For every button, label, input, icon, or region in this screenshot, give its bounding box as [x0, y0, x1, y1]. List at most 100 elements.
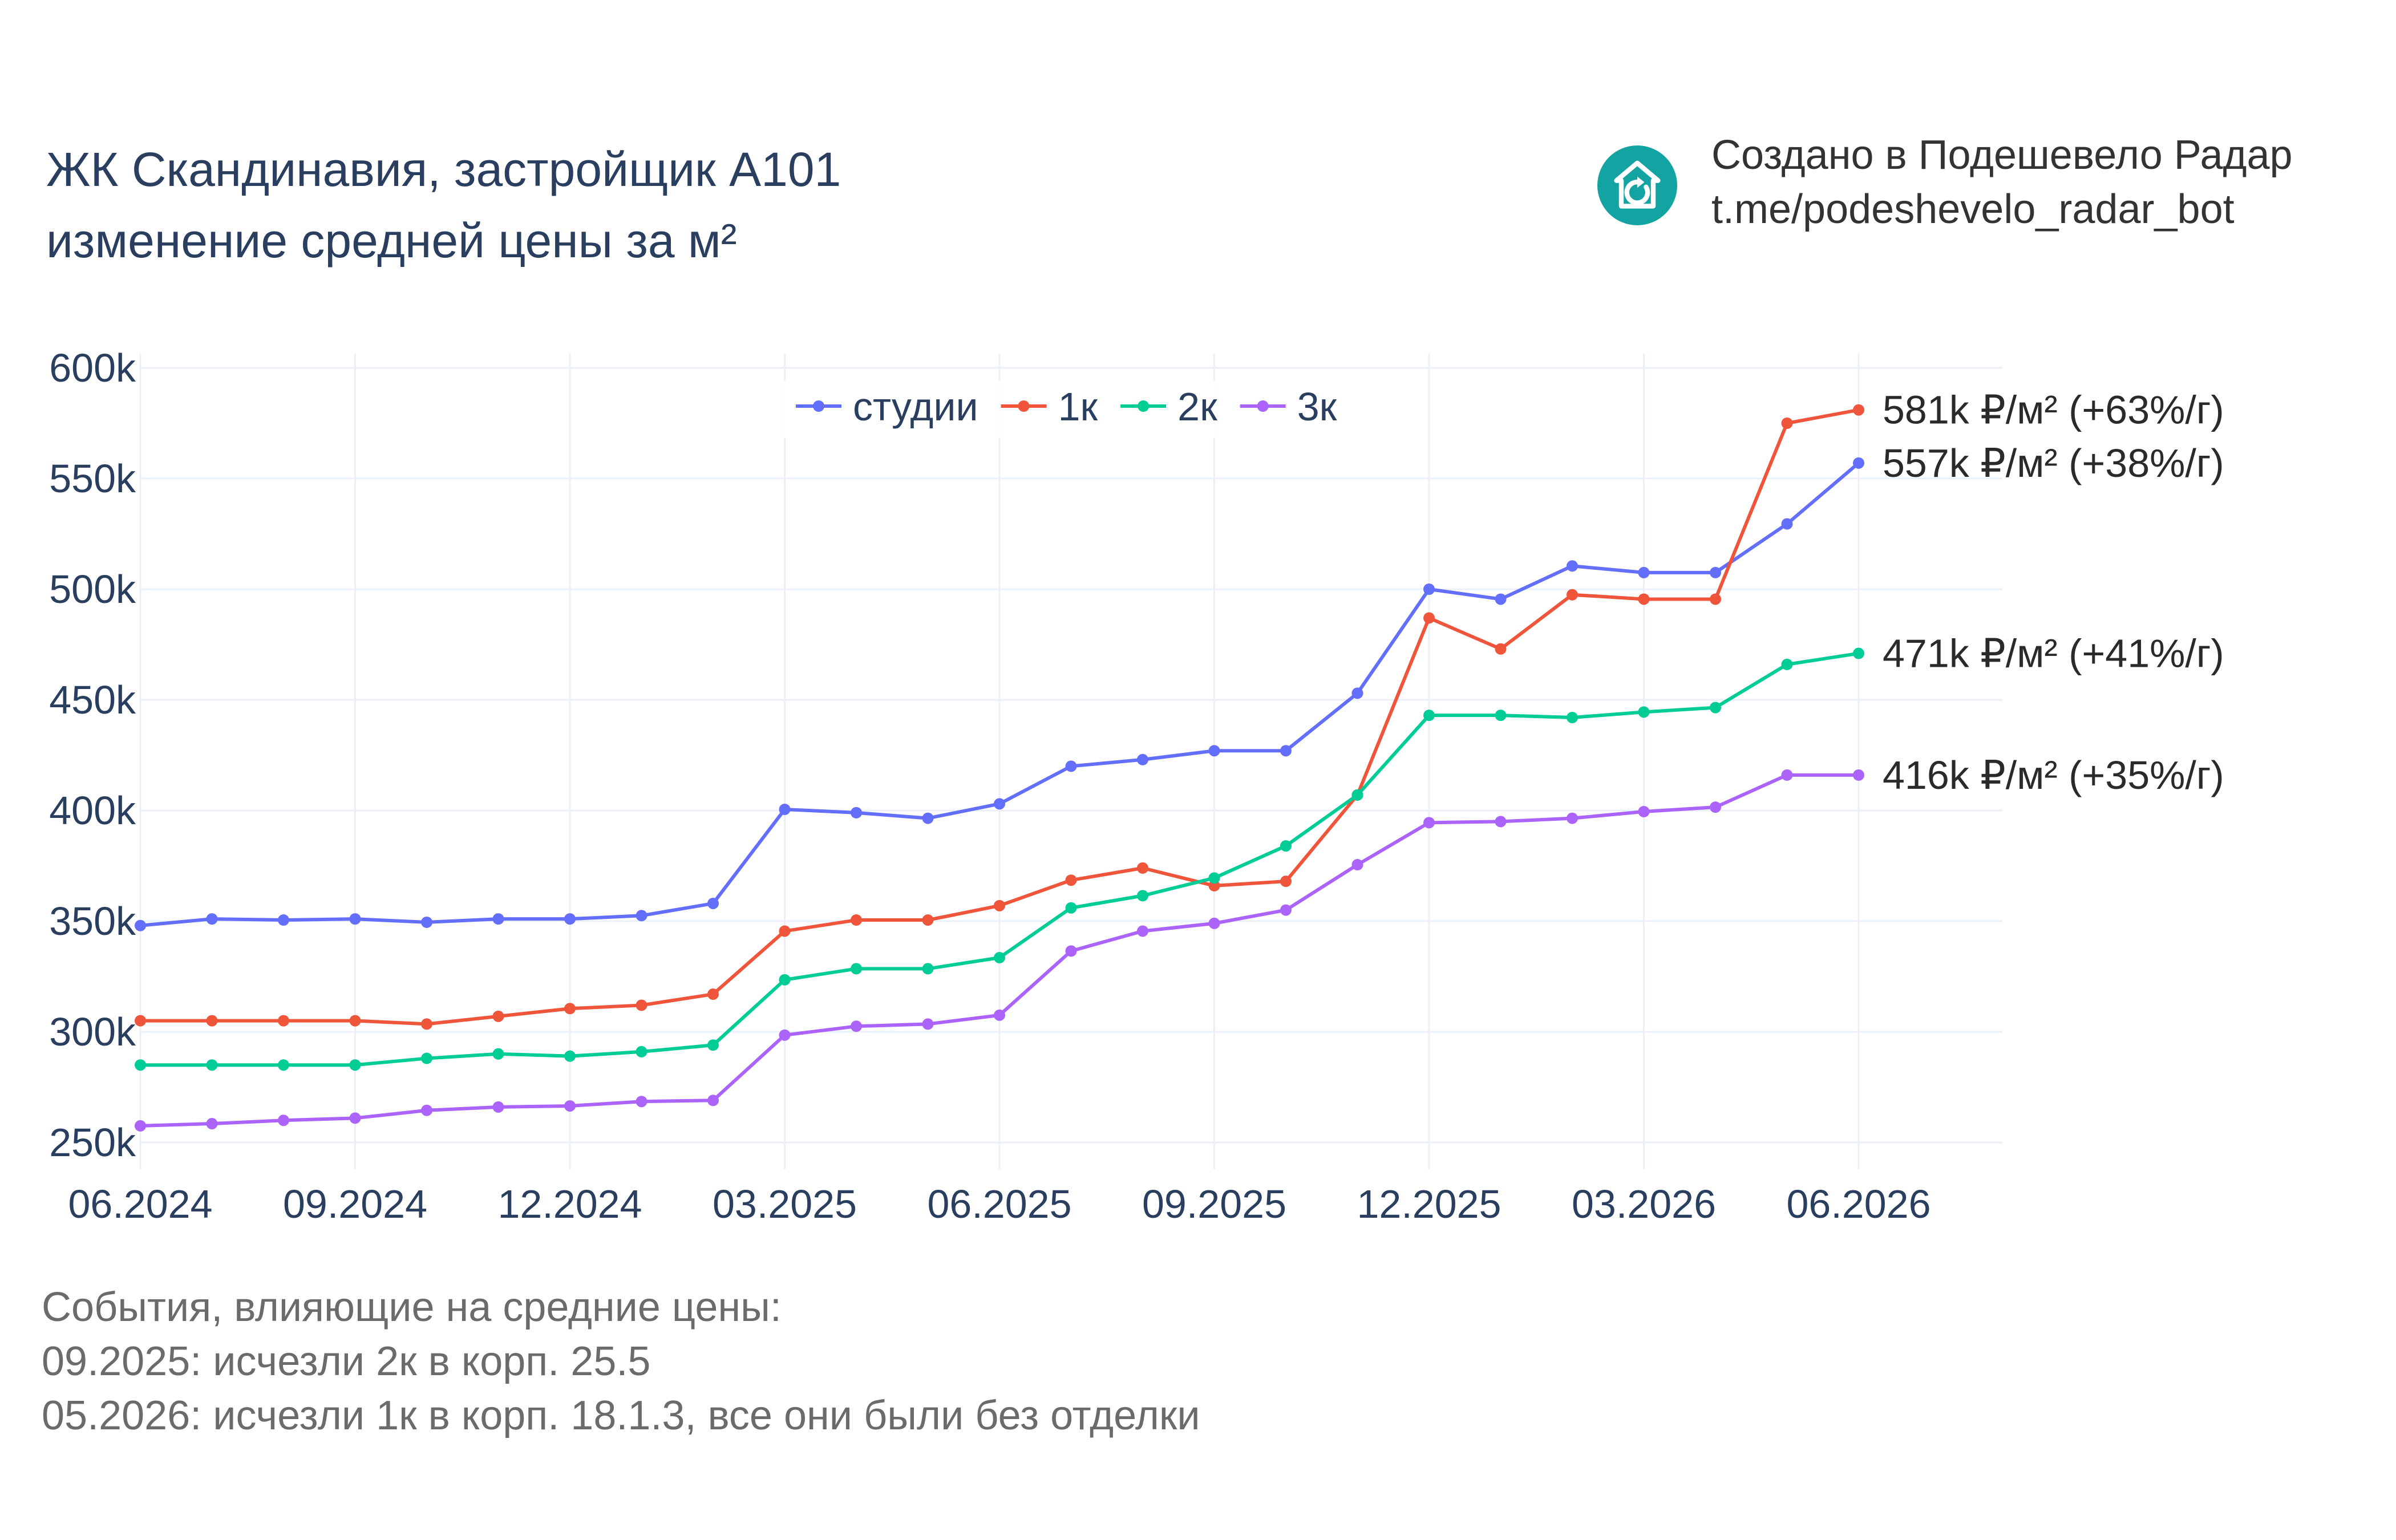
data-point[interactable] [1280, 745, 1292, 757]
data-point[interactable] [1710, 566, 1721, 578]
data-point[interactable] [421, 1052, 432, 1064]
data-point[interactable] [1638, 805, 1650, 817]
data-point[interactable] [1710, 801, 1721, 813]
data-point[interactable] [1280, 840, 1292, 852]
data-point[interactable] [779, 974, 791, 986]
data-point[interactable] [492, 913, 504, 925]
data-point[interactable] [994, 899, 1005, 911]
data-point[interactable] [1137, 890, 1148, 902]
legend-item[interactable]: 2к [1120, 384, 1217, 429]
legend-item[interactable]: студии [796, 384, 978, 429]
data-point[interactable] [1208, 917, 1220, 929]
data-point[interactable] [492, 1010, 504, 1022]
data-point[interactable] [922, 963, 934, 975]
data-point[interactable] [1781, 418, 1793, 429]
data-point[interactable] [1781, 769, 1793, 781]
data-point[interactable] [1567, 712, 1578, 724]
data-point[interactable] [1280, 904, 1292, 916]
data-point[interactable] [564, 1050, 576, 1062]
data-point[interactable] [349, 913, 361, 925]
data-point[interactable] [1567, 589, 1578, 601]
data-point[interactable] [278, 1015, 289, 1027]
data-point[interactable] [349, 1015, 361, 1027]
data-point[interactable] [1781, 518, 1793, 530]
data-point[interactable] [779, 1029, 791, 1041]
data-point[interactable] [1351, 789, 1363, 801]
data-point[interactable] [492, 1048, 504, 1060]
data-point[interactable] [1853, 404, 1864, 416]
data-point[interactable] [1638, 706, 1650, 718]
data-point[interactable] [135, 1015, 146, 1027]
data-point[interactable] [707, 1039, 719, 1051]
data-point[interactable] [421, 1018, 432, 1030]
data-point[interactable] [492, 1101, 504, 1113]
data-point[interactable] [994, 1009, 1005, 1021]
data-point[interactable] [1710, 593, 1721, 605]
data-point[interactable] [1423, 710, 1435, 722]
data-point[interactable] [278, 1059, 289, 1071]
data-point[interactable] [1495, 643, 1507, 655]
data-point[interactable] [1638, 593, 1650, 605]
data-point[interactable] [851, 1020, 862, 1032]
data-point[interactable] [135, 1059, 146, 1071]
data-point[interactable] [1423, 612, 1435, 624]
data-point[interactable] [349, 1112, 361, 1124]
data-point[interactable] [1423, 817, 1435, 829]
data-point[interactable] [1853, 769, 1864, 781]
data-point[interactable] [922, 812, 934, 824]
data-point[interactable] [1065, 874, 1077, 886]
data-point[interactable] [779, 804, 791, 816]
data-point[interactable] [636, 999, 647, 1011]
data-point[interactable] [135, 919, 146, 931]
data-point[interactable] [779, 925, 791, 937]
data-point[interactable] [636, 1045, 647, 1057]
data-point[interactable] [1137, 862, 1148, 874]
data-point[interactable] [1351, 859, 1363, 871]
data-point[interactable] [1781, 658, 1793, 670]
data-point[interactable] [421, 916, 432, 928]
brand-link[interactable]: t.me/podeshevelo_radar_bot [1711, 187, 2235, 232]
data-point[interactable] [851, 807, 862, 818]
data-point[interactable] [707, 988, 719, 1000]
data-point[interactable] [1208, 872, 1220, 884]
data-point[interactable] [206, 1015, 218, 1027]
data-point[interactable] [1710, 702, 1721, 714]
data-point[interactable] [1853, 647, 1864, 659]
data-point[interactable] [851, 914, 862, 926]
data-point[interactable] [1280, 876, 1292, 887]
data-point[interactable] [1423, 583, 1435, 595]
data-point[interactable] [135, 1120, 146, 1132]
data-point[interactable] [1208, 745, 1220, 757]
data-point[interactable] [636, 1096, 647, 1108]
data-point[interactable] [1495, 710, 1507, 722]
data-point[interactable] [1065, 945, 1077, 957]
data-point[interactable] [707, 897, 719, 909]
data-point[interactable] [206, 1059, 218, 1071]
data-point[interactable] [1065, 760, 1077, 772]
legend-item[interactable]: 1к [1001, 384, 1098, 429]
data-point[interactable] [1137, 925, 1148, 937]
data-point[interactable] [564, 1003, 576, 1015]
data-point[interactable] [707, 1095, 719, 1107]
data-point[interactable] [1567, 560, 1578, 572]
data-point[interactable] [564, 913, 576, 925]
data-point[interactable] [636, 910, 647, 922]
data-point[interactable] [278, 914, 289, 926]
data-point[interactable] [206, 913, 218, 925]
data-point[interactable] [1495, 816, 1507, 828]
data-point[interactable] [206, 1118, 218, 1130]
data-point[interactable] [1567, 812, 1578, 824]
legend-item[interactable]: 3к [1240, 384, 1337, 429]
data-point[interactable] [922, 1018, 934, 1030]
data-point[interactable] [994, 952, 1005, 964]
data-point[interactable] [994, 798, 1005, 810]
data-point[interactable] [1638, 566, 1650, 578]
data-point[interactable] [1495, 593, 1507, 605]
data-point[interactable] [278, 1115, 289, 1126]
data-point[interactable] [1853, 457, 1864, 469]
data-point[interactable] [421, 1104, 432, 1116]
data-point[interactable] [1351, 687, 1363, 699]
data-point[interactable] [1065, 902, 1077, 914]
data-point[interactable] [349, 1059, 361, 1071]
data-point[interactable] [922, 914, 934, 926]
